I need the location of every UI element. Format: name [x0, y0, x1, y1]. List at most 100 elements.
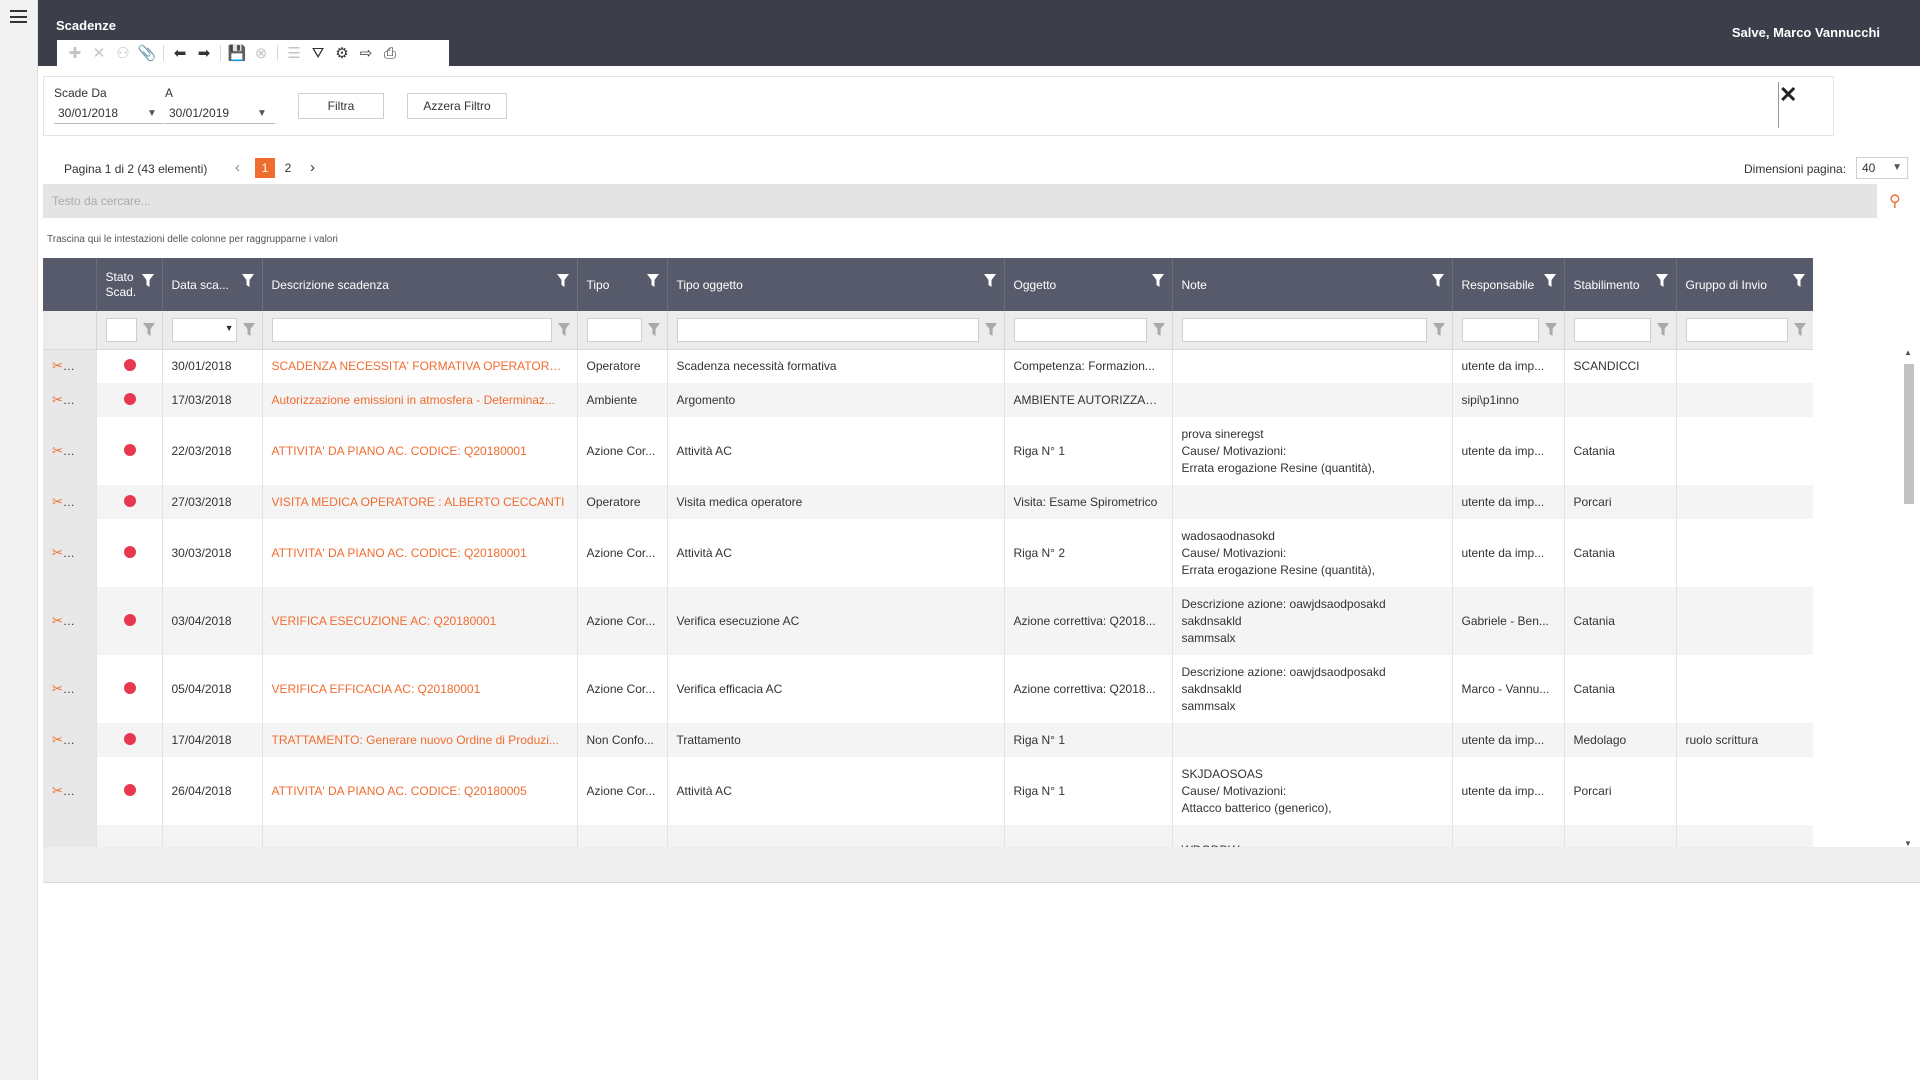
- column-filter-input[interactable]: [271, 317, 552, 342]
- tools-icon[interactable]: ✂: [52, 783, 63, 798]
- scroll-down-icon[interactable]: ▼: [1904, 839, 1912, 848]
- column-filter-input[interactable]: [1685, 317, 1788, 342]
- to-date-field[interactable]: 30/01/2019: [165, 102, 275, 124]
- tools-icon[interactable]: ✂: [52, 358, 63, 374]
- table-row[interactable]: ✂ ⚲ 22/03/2018 ATTIVITA' DA PIANO AC. CODIC…: [43, 417, 1813, 485]
- tools-icon[interactable]: ✂: [52, 494, 63, 509]
- list-icon[interactable]: ☰: [287, 45, 301, 62]
- filter-funnel-icon[interactable]: [242, 323, 255, 336]
- tools-icon[interactable]: ✂: [52, 613, 63, 628]
- tools-icon[interactable]: ✂: [52, 443, 63, 458]
- tools-icon[interactable]: ✂: [52, 732, 63, 747]
- column-filter-input[interactable]: [1013, 317, 1147, 342]
- cancel-icon[interactable]: ⊗: [254, 45, 268, 62]
- description-link[interactable]: TRATTAMENTO: Generare nuovo Ordine di Pr…: [262, 723, 578, 757]
- hamburger-menu-icon[interactable]: [10, 10, 27, 23]
- column-header[interactable]: Note: [1172, 258, 1453, 311]
- search-bar[interactable]: Testo da cercare...: [43, 184, 1877, 218]
- column-header[interactable]: Tipo: [577, 258, 668, 311]
- table-row[interactable]: ✂ ⚲ 30/01/2018 SCADENZA NECESSITA' FORMATIV…: [43, 349, 1813, 383]
- column-header[interactable]: Tipo oggetto: [667, 258, 1005, 311]
- chevron-down-icon[interactable]: ▼: [147, 108, 157, 119]
- save-icon[interactable]: 💾: [227, 45, 247, 62]
- column-header[interactable]: Descrizione scadenza: [262, 258, 578, 311]
- delete-icon[interactable]: ✕: [92, 45, 106, 62]
- hierarchy-icon[interactable]: ⚇: [116, 45, 130, 62]
- description-link[interactable]: ATTIVITA' DA PIANO AC. CODICE: Q20180001: [262, 519, 578, 587]
- filter-funnel-icon[interactable]: [241, 274, 254, 288]
- page-size-select[interactable]: 40 ▼: [1856, 157, 1908, 179]
- column-header[interactable]: Data sca...: [162, 258, 263, 311]
- column-filter-input[interactable]: [676, 317, 979, 342]
- column-header[interactable]: Stabilimento: [1564, 258, 1677, 311]
- column-header[interactable]: Oggetto: [1004, 258, 1173, 311]
- chevron-left-icon[interactable]: ‹: [235, 159, 240, 176]
- reset-filter-button[interactable]: Azzera Filtro: [407, 93, 507, 119]
- print-icon[interactable]: ⎙: [383, 44, 396, 62]
- table-row[interactable]: ✂ ⚲ 27/03/2018 VISITA MEDICA OPERATORE : AL…: [43, 485, 1813, 519]
- filter-funnel-icon[interactable]: [1544, 323, 1557, 336]
- filter-funnel-icon[interactable]: [1431, 274, 1444, 288]
- vertical-scrollbar[interactable]: ▲ ▼: [1903, 348, 1915, 848]
- tools-icon[interactable]: ✂: [52, 392, 63, 407]
- chevron-right-icon[interactable]: ›: [310, 159, 315, 176]
- page-2-button[interactable]: 2: [284, 161, 292, 175]
- table-row[interactable]: ✂ ⚲ 17/04/2018 TRATTAMENTO: Generare nuovo …: [43, 723, 1813, 757]
- search-input[interactable]: Testo da cercare...: [52, 194, 151, 208]
- scrollbar-thumb[interactable]: [1904, 364, 1914, 504]
- page-1-button[interactable]: 1: [255, 158, 275, 178]
- filter-funnel-icon[interactable]: [142, 323, 155, 336]
- filter-funnel-icon[interactable]: [556, 274, 569, 288]
- table-row[interactable]: ✂ ⚲ 26/04/2018 ATTIVITA' DA PIANO AC. CODIC…: [43, 757, 1813, 825]
- description-link[interactable]: Autorizzazione emissioni in atmosfera - …: [262, 383, 578, 417]
- settings-icon[interactable]: ⚙: [335, 45, 349, 62]
- filter-funnel-icon[interactable]: [1152, 323, 1165, 336]
- chevron-down-icon[interactable]: ▼: [224, 322, 234, 333]
- filter-funnel-icon[interactable]: [983, 274, 996, 288]
- column-filter-input[interactable]: [105, 317, 137, 342]
- chevron-down-icon[interactable]: ▼: [257, 108, 267, 119]
- from-date-field[interactable]: 30/01/2018: [54, 102, 164, 124]
- export-icon[interactable]: ⇨: [359, 45, 373, 62]
- column-filter-input[interactable]: [586, 317, 642, 342]
- filter-funnel-icon[interactable]: [557, 323, 570, 336]
- column-filter-input[interactable]: [1461, 317, 1539, 342]
- attachment-icon[interactable]: 📎: [137, 45, 157, 62]
- filter-funnel-icon[interactable]: [1151, 274, 1164, 288]
- table-row[interactable]: WDODDW: [43, 825, 1813, 847]
- table-row[interactable]: ✂ ⚲ 03/04/2018 VERIFICA ESECUZIONE AC: Q201…: [43, 587, 1813, 655]
- tools-icon[interactable]: ✂: [52, 681, 63, 696]
- description-link[interactable]: VERIFICA ESECUZIONE AC: Q20180001: [262, 587, 578, 655]
- search-icon[interactable]: ⚲: [1889, 193, 1901, 210]
- column-header[interactable]: [43, 258, 97, 311]
- filter-funnel-icon[interactable]: [646, 274, 659, 288]
- description-link[interactable]: ATTIVITA' DA PIANO AC. CODICE: Q20180001: [262, 417, 578, 485]
- filter-funnel-icon[interactable]: [141, 274, 154, 288]
- column-header[interactable]: Gruppo di Invio: [1676, 258, 1813, 311]
- column-filter-input[interactable]: [1181, 317, 1427, 342]
- description-link[interactable]: VISITA MEDICA OPERATORE : ALBERTO CECCAN…: [262, 485, 578, 519]
- filter-funnel-icon[interactable]: [1432, 323, 1445, 336]
- filter-icon[interactable]: ⛛: [311, 44, 325, 62]
- table-row[interactable]: ✂ ⚲ 05/04/2018 VERIFICA EFFICACIA AC: Q2018…: [43, 655, 1813, 723]
- description-link[interactable]: ATTIVITA' DA PIANO AC. CODICE: Q20180005: [262, 757, 578, 825]
- arrow-right-icon[interactable]: ➡: [197, 45, 211, 62]
- filter-funnel-icon[interactable]: [1792, 274, 1805, 288]
- description-link[interactable]: SCADENZA NECESSITA' FORMATIVA OPERATORE:…: [262, 349, 578, 383]
- column-header[interactable]: Stato Scad.: [96, 258, 163, 311]
- filter-funnel-icon[interactable]: [647, 323, 660, 336]
- description-link[interactable]: [262, 825, 578, 847]
- arrow-left-icon[interactable]: ⬅: [173, 45, 187, 62]
- filter-funnel-icon[interactable]: [1793, 323, 1806, 336]
- filter-button[interactable]: Filtra: [298, 93, 384, 119]
- description-link[interactable]: VERIFICA EFFICACIA AC: Q20180001: [262, 655, 578, 723]
- filter-funnel-icon[interactable]: [1656, 323, 1669, 336]
- scroll-up-icon[interactable]: ▲: [1904, 348, 1912, 357]
- column-filter-input[interactable]: ▼: [171, 317, 237, 342]
- filter-funnel-icon[interactable]: [984, 323, 997, 336]
- table-row[interactable]: ✂ ⚲ 30/03/2018 ATTIVITA' DA PIANO AC. CODIC…: [43, 519, 1813, 587]
- column-header[interactable]: Responsabile: [1452, 258, 1565, 311]
- plus-icon[interactable]: ✚: [68, 45, 82, 62]
- column-filter-input[interactable]: [1573, 317, 1651, 342]
- tools-icon[interactable]: ✂: [52, 545, 63, 560]
